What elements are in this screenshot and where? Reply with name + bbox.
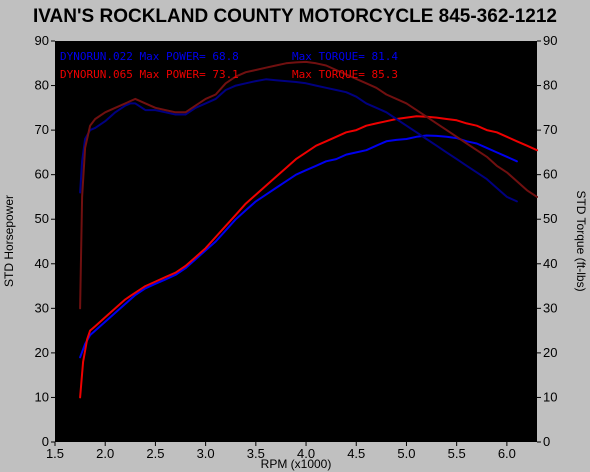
y-tick-label-right: 60: [543, 167, 557, 182]
x-tick-label: 5.5: [448, 446, 466, 461]
y-tick-label-left: 0: [42, 434, 49, 449]
x-tick-label: 3.5: [247, 446, 265, 461]
y-tick-label-left: 40: [35, 256, 49, 271]
x-tick-label: 2.5: [146, 446, 164, 461]
x-tick-label: 2.0: [96, 446, 114, 461]
x-axis-label: RPM (x1000): [261, 457, 332, 471]
x-tick-label: 6.0: [498, 446, 516, 461]
y-tick-label-right: 10: [543, 389, 557, 404]
legend: DYNORUN.022 Max POWER= 68.8 Max TORQUE= 8…: [60, 50, 398, 81]
y-tick-label-right: 80: [543, 78, 557, 93]
series-group: [79, 60, 538, 399]
y-tick-label-left: 90: [35, 33, 49, 48]
y-tick-label-right: 0: [543, 434, 550, 449]
chart-title: IVAN'S ROCKLAND COUNTY MOTORCYCLE 845-36…: [33, 6, 557, 27]
x-tick-label: 1.5: [46, 446, 64, 461]
legend-entry: DYNORUN.065 Max POWER= 73.1: [60, 68, 239, 81]
series-line-dynorun-022-torque: [79, 78, 518, 203]
legend-entry: Max TORQUE= 85.3: [292, 68, 398, 81]
y-tick-label-left: 20: [35, 345, 49, 360]
y-axis-label-right: STD Torque (ft-lbs): [574, 190, 588, 291]
y-tick-label-left: 30: [35, 300, 49, 315]
legend-entry: DYNORUN.022 Max POWER= 68.8: [60, 50, 239, 63]
series-line-dynorun-065-power: [79, 115, 538, 399]
y-tick-label-right: 40: [543, 256, 557, 271]
y-tick-label-left: 70: [35, 122, 49, 137]
x-tick-label: 4.5: [347, 446, 365, 461]
y-tick-label-left: 60: [35, 167, 49, 182]
x-tick-label: 5.0: [397, 446, 415, 461]
y-tick-label-left: 10: [35, 389, 49, 404]
series-line-dynorun-065-torque: [79, 60, 538, 310]
axes: 1.5 2.0 2.5 3.0 3.5 4.0 4.5 5.0 5.5 6.0 0 0 10 10 20 20…: [35, 33, 558, 461]
y-tick-label-right: 50: [543, 211, 557, 226]
y-tick-label-left: 50: [35, 211, 49, 226]
y-tick-label-right: 90: [543, 33, 557, 48]
plot-area: [55, 41, 537, 442]
series-line-dynorun-022-power: [79, 134, 518, 359]
y-tick-label-left: 80: [35, 78, 49, 93]
y-axis-label-left: STD Horsepower: [2, 195, 16, 287]
y-tick-label-right: 20: [543, 345, 557, 360]
x-tick-label: 3.0: [197, 446, 215, 461]
y-tick-label-right: 70: [543, 122, 557, 137]
legend-entry: Max TORQUE= 81.4: [292, 50, 398, 63]
y-tick-label-right: 30: [543, 300, 557, 315]
x-tick-label: 4.0: [297, 446, 315, 461]
